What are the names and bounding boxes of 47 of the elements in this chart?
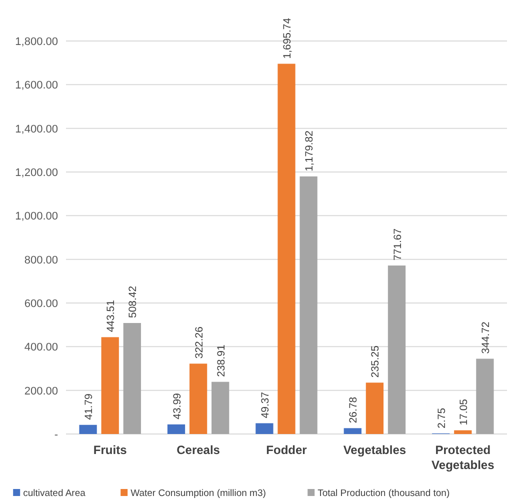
bar — [388, 266, 406, 434]
y-tick-label: 1,200.00 — [15, 167, 58, 179]
bar — [101, 337, 119, 434]
legend-label: Total Production (thousand ton) — [318, 488, 450, 499]
data-label: 238.91 — [215, 344, 228, 377]
data-label: 41.79 — [83, 393, 96, 420]
y-tick-label: 1,600.00 — [15, 80, 58, 92]
x-tick-label: Protected Vegetables — [432, 443, 495, 472]
data-label: 49.37 — [259, 392, 272, 418]
bar — [278, 64, 296, 434]
bar — [300, 176, 318, 434]
x-tick-label: Vegetables — [343, 443, 406, 457]
y-tick-label: 400.00 — [24, 342, 58, 354]
data-label: 1,179.82 — [304, 130, 316, 172]
x-tick-label: Cereals — [176, 443, 220, 457]
bar — [454, 430, 472, 434]
y-tick-label: 600.00 — [24, 298, 58, 310]
bar — [167, 424, 186, 434]
data-label: 1,695.74 — [282, 18, 294, 59]
bar — [189, 364, 208, 434]
data-label: 17.05 — [458, 398, 470, 426]
bar — [256, 423, 274, 434]
bar — [476, 358, 494, 434]
bar — [366, 382, 384, 434]
data-label: 235.25 — [370, 345, 382, 378]
y-tick-label: 1,800.00 — [15, 36, 58, 48]
data-label: 2.75 — [436, 408, 448, 428]
y-tick-label: 200.00 — [24, 385, 58, 398]
data-label: 508.42 — [127, 286, 140, 318]
data-label: 344.72 — [480, 321, 492, 354]
data-label: 26.78 — [348, 396, 360, 424]
x-tick-label: Fruits — [93, 443, 128, 457]
y-tick-label: 1,000.00 — [15, 210, 58, 223]
legend-label: cultivated Area — [23, 488, 86, 499]
data-label: 443.51 — [105, 300, 118, 332]
data-label: 43.99 — [171, 392, 184, 420]
bar — [212, 382, 230, 434]
legend-label: Water Consumption (million m3) — [130, 488, 266, 499]
y-tick-label: 800.00 — [24, 254, 58, 266]
bar — [123, 322, 141, 434]
bar — [344, 428, 362, 434]
y-tick-label: 1,400.00 — [15, 123, 58, 136]
data-label: 322.26 — [193, 326, 206, 359]
bar — [79, 424, 97, 434]
x-tick-label: Fodder — [266, 443, 308, 457]
data-label: 771.67 — [392, 228, 404, 261]
y-tick-label: - — [54, 429, 58, 441]
